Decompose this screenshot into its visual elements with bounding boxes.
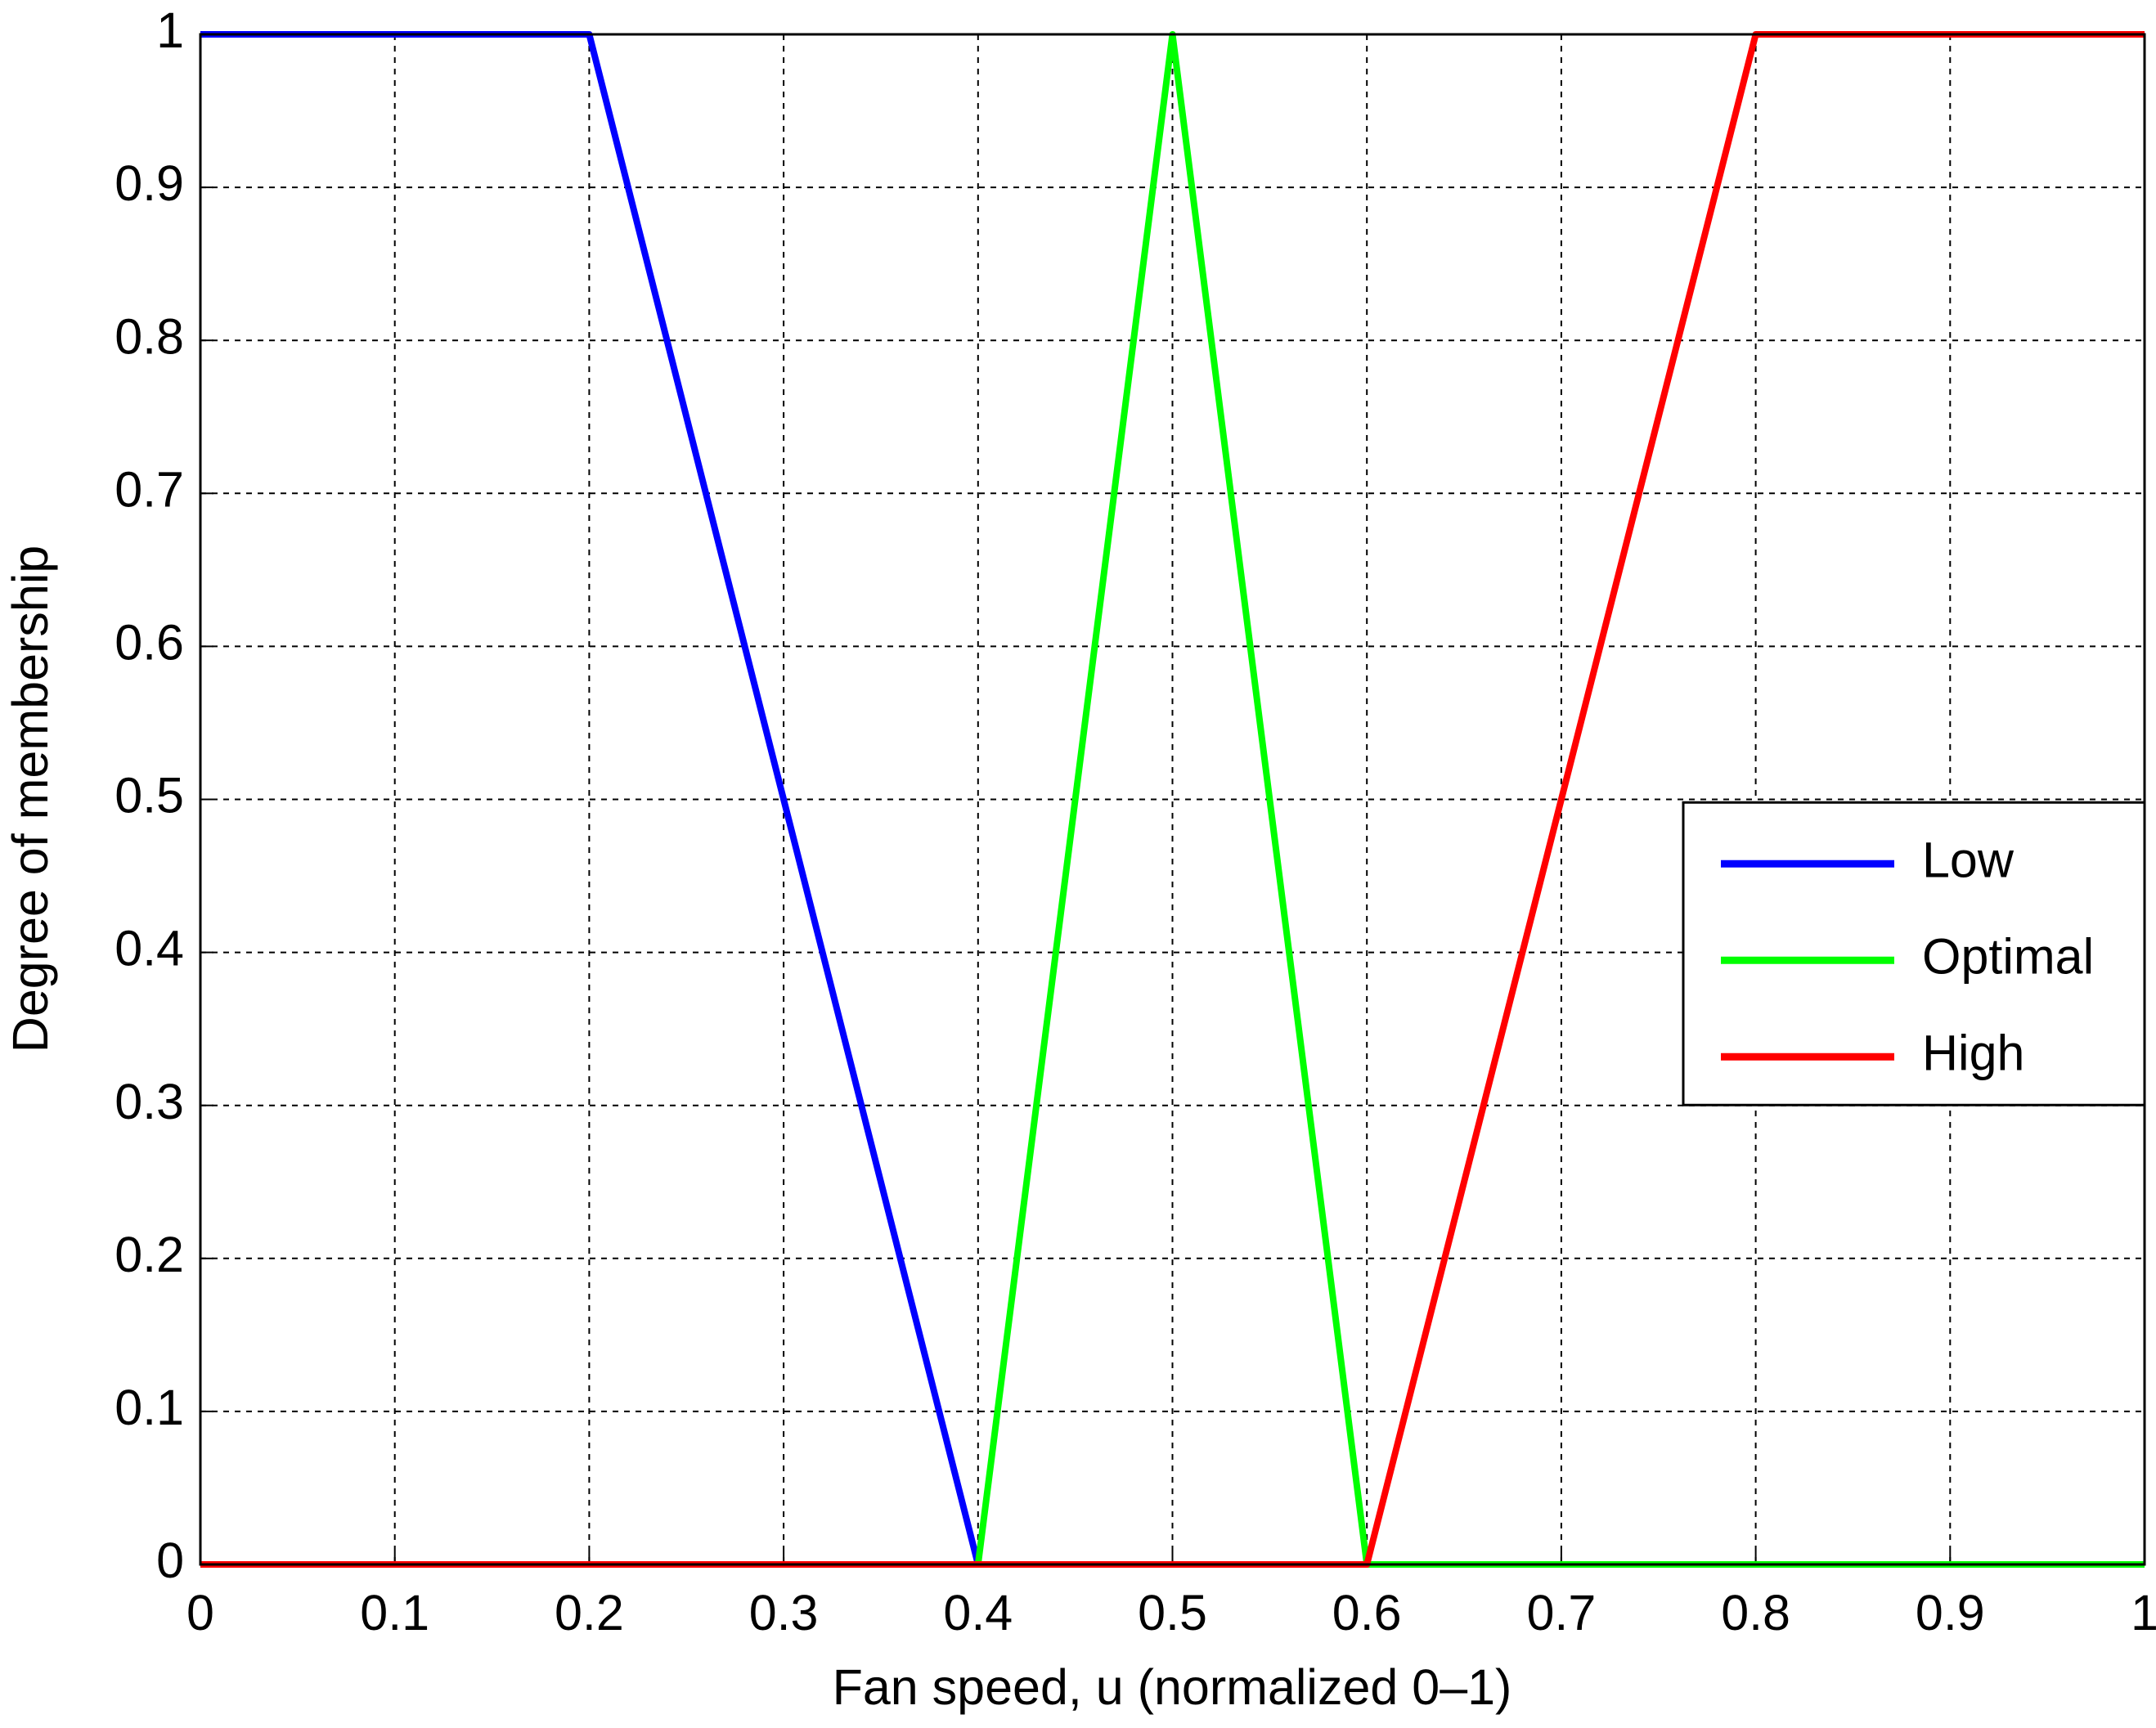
x-tick-label: 0.4 [943, 1585, 1013, 1640]
y-tick-label: 0.8 [115, 308, 184, 364]
y-tick-label: 1 [156, 2, 184, 58]
x-tick-label: 0.9 [1916, 1585, 1985, 1640]
x-tick-label: 0.8 [1721, 1585, 1790, 1640]
x-tick-label: 1 [2131, 1585, 2156, 1640]
y-tick-label: 0.2 [115, 1227, 184, 1282]
x-axis-label: Fan speed, u (normalized 0–1) [833, 1659, 1512, 1715]
x-tick-label: 0.5 [1138, 1585, 1207, 1640]
y-tick-label: 0.1 [115, 1380, 184, 1435]
x-tick-label: 0.2 [555, 1585, 624, 1640]
legend-label: Optimal [1922, 928, 2094, 984]
y-tick-label: 0.9 [115, 155, 184, 211]
x-tick-label: 0.7 [1526, 1585, 1596, 1640]
x-tick-label: 0 [186, 1585, 214, 1640]
plot-frame [199, 33, 2146, 1566]
legend-label: Low [1922, 832, 2015, 887]
x-tick-label: 0.3 [749, 1585, 819, 1640]
y-tick-label: 0 [156, 1533, 184, 1588]
legend-label: High [1922, 1025, 2024, 1080]
y-tick-label: 0.7 [115, 461, 184, 517]
y-tick-label: 0.5 [115, 768, 184, 824]
y-axis-label: Degree of membership [2, 545, 58, 1053]
y-tick-label: 0.6 [115, 615, 184, 671]
x-tick-label: 0.6 [1332, 1585, 1402, 1640]
y-tick-label: 0.3 [115, 1074, 184, 1129]
y-tick-label: 0.4 [115, 921, 184, 976]
x-tick-label: 0.1 [360, 1585, 429, 1640]
